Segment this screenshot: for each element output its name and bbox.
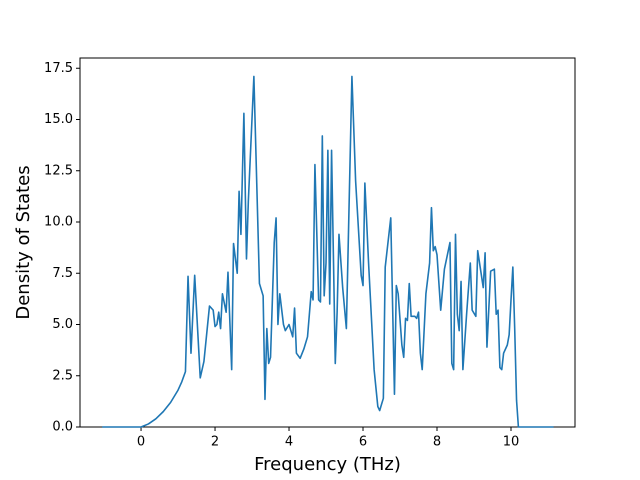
y-tick-label: 15.0 [44,112,73,127]
x-tick-label: 10 [503,435,520,450]
x-tick-label: 8 [433,435,441,450]
y-axis-label: Density of States [13,165,34,319]
x-tick-label: 4 [285,435,293,450]
x-axis-label: Frequency (THz) [254,454,401,475]
x-tick-label: 0 [137,435,145,450]
y-tick-label: 5.0 [52,317,73,332]
y-tick-label: 12.5 [44,163,73,178]
y-tick-label: 0.0 [52,420,73,435]
y-tick-label: 17.5 [44,61,73,76]
y-tick-label: 10.0 [44,215,73,230]
dos-line [102,75,554,428]
x-tick-label: 2 [211,435,219,450]
y-tick-label: 2.5 [52,368,73,383]
x-tick-label: 6 [359,435,367,450]
plot-frame [79,57,576,428]
y-tick-label: 7.5 [52,266,73,281]
